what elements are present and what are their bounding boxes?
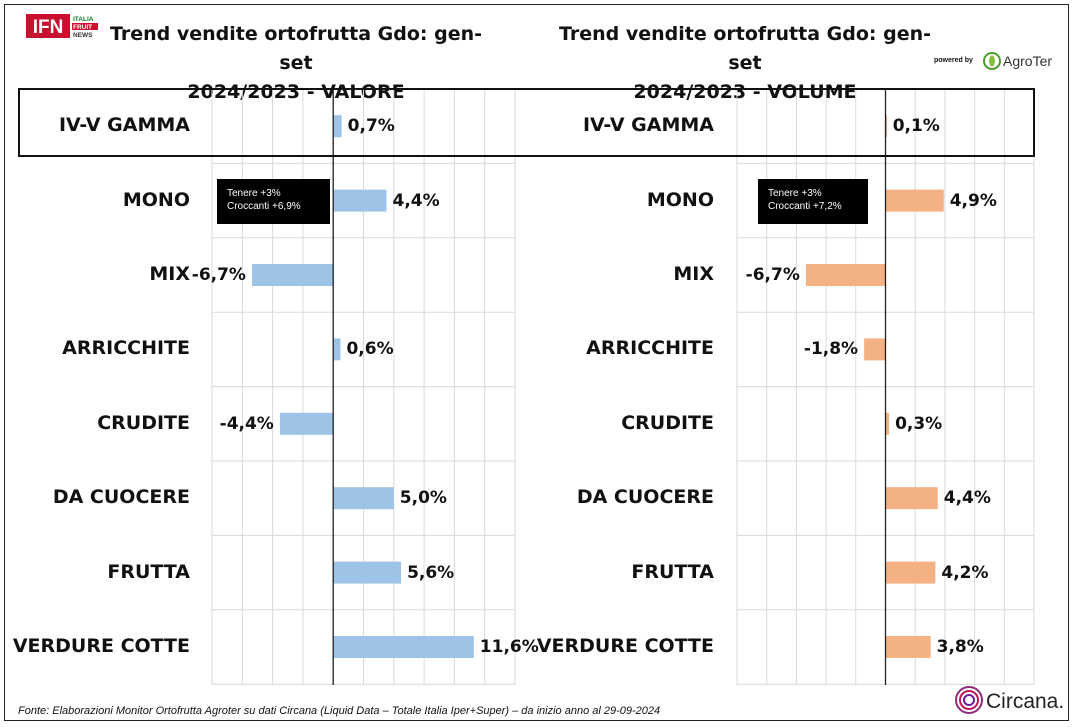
right-category-label: VERDURE COTTE	[536, 635, 714, 657]
left-bar-mix	[251, 264, 334, 286]
right-bars	[805, 89, 944, 685]
circana-logo: Circana.	[955, 686, 1064, 714]
left-category-label: MIX	[149, 263, 190, 285]
right-value-label: 0,1%	[892, 116, 940, 137]
right-category-label: ARRICCHITE	[586, 337, 714, 360]
left-title-line-1: Trend vendite ortofrutta Gdo: gen-set	[109, 23, 483, 74]
left-bars	[251, 89, 474, 685]
left-value-label: 0,6%	[346, 339, 394, 360]
left-mono-note: Tenere +3% Croccanti +6,9%	[217, 179, 330, 224]
left-value-label: 4,4%	[392, 190, 440, 211]
right-category-label: MONO	[646, 188, 714, 211]
left-bar-da-cuocere	[333, 487, 394, 510]
left-category-label: ARRICCHITE	[62, 337, 190, 360]
left-value-label: 5,6%	[407, 562, 455, 583]
right-title-line-2: 2024/2023 - VOLUME	[633, 81, 857, 103]
ifn-logo-line-3: NEWS	[73, 32, 93, 39]
highlight-row-box	[18, 88, 1035, 157]
right-value-label: 3,8%	[936, 637, 984, 657]
left-value-label: -4,4%	[219, 413, 274, 434]
right-category-label: FRUTTA	[631, 560, 714, 583]
agroter-logo-text: AgroTer	[1003, 53, 1052, 69]
left-note-line-2: Croccanti +6,9%	[227, 201, 301, 212]
right-bar-arricchite	[864, 338, 886, 361]
right-category-label: CRUDITE	[621, 411, 714, 434]
left-category-label: CRUDITE	[97, 411, 190, 434]
left-value-label: 0,7%	[347, 116, 395, 137]
right-bar-crudite	[885, 412, 890, 435]
left-value-label: 11,6%	[479, 637, 539, 657]
right-category-label: DA CUOCERE	[576, 486, 714, 509]
ifn-logo: IFN ITALIA FRUIT NEWS	[26, 14, 98, 39]
left-category-label: IV-V GAMMA	[58, 114, 190, 137]
right-bar-verdure-cotte	[885, 636, 931, 658]
chart-frame	[4, 4, 1069, 721]
right-mono-note: Tenere +3% Croccanti +7,2%	[758, 179, 868, 224]
right-note-line-1: Tenere +3%	[768, 188, 822, 199]
ifn-logo-text: IFN	[33, 17, 64, 38]
right-category-label: IV-V GAMMA	[582, 114, 714, 137]
right-bar-frutta	[885, 561, 936, 584]
right-title-line-1: Trend vendite ortofrutta Gdo: gen-set	[558, 23, 932, 74]
left-chart-title: Trend vendite ortofrutta Gdo: gen-set 20…	[96, 20, 496, 107]
left-category-label: MONO	[122, 188, 190, 211]
agroter-logo: AgroTer	[983, 52, 1052, 70]
right-value-label: 4,2%	[941, 562, 989, 583]
ifn-logo-line-1: ITALIA	[73, 16, 94, 23]
right-bar-mix	[805, 264, 886, 286]
right-bar-iv-v-gamma	[885, 115, 887, 138]
left-value-label: -6,7%	[191, 265, 246, 285]
right-bar-mono	[885, 189, 944, 212]
right-note-line-2: Croccanti +7,2%	[768, 201, 842, 212]
ifn-logo-line-2: FRUIT	[73, 24, 92, 31]
circana-logo-text: Circana.	[986, 690, 1064, 713]
left-title-line-2: 2024/2023 - VALORE	[187, 81, 405, 103]
right-value-label: -6,7%	[745, 265, 800, 285]
left-category-label: VERDURE COTTE	[12, 635, 190, 657]
right-value-label: -1,8%	[803, 339, 859, 360]
right-bar-da-cuocere	[885, 487, 938, 510]
powered-by-label: powered by	[934, 57, 973, 64]
left-category-label: DA CUOCERE	[52, 486, 190, 509]
left-bar-crudite	[279, 412, 334, 435]
left-bar-iv-v-gamma	[333, 115, 342, 138]
right-chart-title: Trend vendite ortofrutta Gdo: gen-set 20…	[545, 20, 945, 107]
left-bar-mono	[333, 189, 387, 212]
left-category-label: FRUTTA	[107, 560, 190, 583]
right-value-label: 4,9%	[949, 190, 997, 211]
right-value-label: 4,4%	[943, 488, 991, 509]
left-bar-verdure-cotte	[333, 636, 474, 658]
right-value-label: 0,3%	[895, 413, 943, 434]
source-footnote: Fonte: Elaborazioni Monitor Ortofrutta A…	[18, 705, 661, 717]
right-category-label: MIX	[673, 263, 714, 285]
left-note-line-1: Tenere +3%	[227, 188, 281, 199]
left-value-label: 5,0%	[399, 488, 447, 509]
left-bar-arricchite	[333, 338, 341, 361]
left-bar-frutta	[333, 561, 402, 584]
